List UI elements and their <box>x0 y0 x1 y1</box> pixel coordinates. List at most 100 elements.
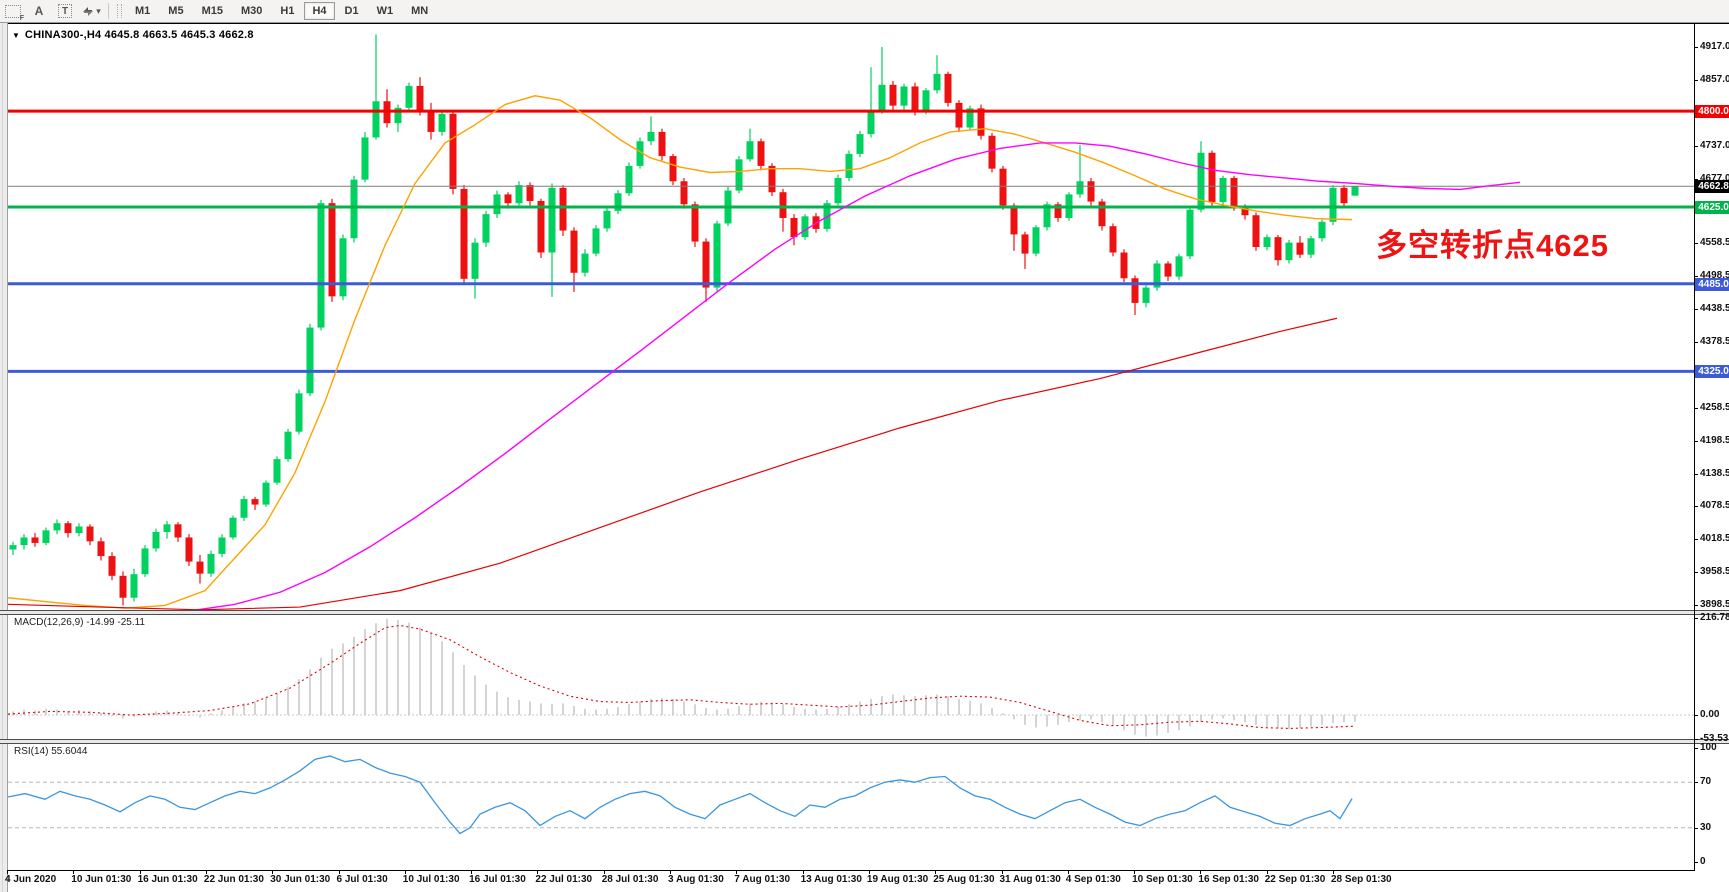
time-tick-label: 30 Jun 01:30 <box>270 874 331 885</box>
macd-tick <box>1694 738 1698 740</box>
chart-window-left-edge <box>0 23 8 892</box>
macd-tick-label: -53.53 <box>1700 732 1729 744</box>
ma-orange-line <box>8 95 1353 609</box>
price-tick-label: 4857.0 <box>1700 73 1729 85</box>
price-tick-label: 4198.5 <box>1700 434 1729 446</box>
candlestick-layer <box>9 34 1359 606</box>
annotation-text: 多空转折点4625 <box>1376 228 1609 263</box>
time-tick <box>404 870 406 874</box>
rsi-label: RSI(14) 55.6044 <box>14 746 88 757</box>
rsi-tick-label: 100 <box>1700 742 1717 753</box>
price-tick-label: 4138.5 <box>1700 467 1729 479</box>
macd-label: MACD(12,26,9) -14.99 -25.11 <box>14 617 145 628</box>
price-tick <box>1694 506 1698 508</box>
price-tick-label: 4018.5 <box>1700 533 1729 545</box>
ma-red-line <box>8 317 1338 610</box>
tf-button-M30[interactable]: M30 <box>240 5 263 17</box>
toolbar-grip[interactable] <box>117 4 122 18</box>
panel-splitter[interactable] <box>0 739 1729 744</box>
fibo-grid-icon[interactable] <box>3 2 24 22</box>
macd-histogram <box>12 618 1356 737</box>
tf-button-M1[interactable]: M1 <box>135 5 151 17</box>
time-tick <box>802 870 804 874</box>
arrows-icon[interactable]: ▾ <box>81 2 101 20</box>
price-tick <box>1694 79 1698 81</box>
panel-splitter[interactable] <box>0 610 1729 615</box>
time-tick-label: 13 Aug 01:30 <box>800 874 862 885</box>
time-tick-label: 16 Sep 01:30 <box>1198 874 1259 885</box>
time-tick <box>205 870 207 874</box>
time-tick <box>1266 870 1268 874</box>
text-label-icon[interactable]: A <box>34 4 44 18</box>
rsi-tick <box>1694 862 1698 863</box>
time-axis-line <box>8 870 1695 871</box>
time-tick <box>73 870 75 874</box>
time-tick <box>272 870 274 874</box>
ma-magenta-line <box>191 142 1521 610</box>
price-tick <box>1694 605 1698 607</box>
price-tick <box>1694 309 1698 311</box>
time-tick-label: 4 Jun 2020 <box>5 874 57 885</box>
time-tick <box>935 870 937 874</box>
time-tick <box>1200 870 1202 874</box>
time-tick-label: 22 Jul 01:30 <box>535 874 593 885</box>
time-tick-label: 10 Sep 01:30 <box>1132 874 1193 885</box>
tf-button-MN[interactable]: MN <box>411 5 429 17</box>
tf-button-H4[interactable]: H4 <box>304 2 335 20</box>
price-tick-label: 4258.5 <box>1700 401 1729 413</box>
text-box-icon[interactable]: T <box>55 2 75 20</box>
time-tick-label: 22 Sep 01:30 <box>1264 874 1326 885</box>
time-tick-label: 22 Jun 01:30 <box>203 874 264 885</box>
tf-button-M5[interactable]: M5 <box>168 5 184 17</box>
time-tick-label: 28 Jul 01:30 <box>601 874 659 885</box>
price-tick-label: 4737.0 <box>1700 139 1729 151</box>
rsi-tick-label: 0 <box>1700 856 1706 867</box>
price-tick <box>1694 178 1698 180</box>
macd-tick <box>1694 715 1698 716</box>
price-tick-label: 4438.5 <box>1700 303 1729 315</box>
time-tick <box>7 870 8 874</box>
price-tick <box>1694 440 1698 442</box>
macd-panel[interactable] <box>8 613 1694 739</box>
price-tick <box>1694 407 1698 409</box>
timeframe-buttons: M1 M5 M15 M30 H1 H4 D1 W1 MN <box>126 0 437 22</box>
time-tick-label: 25 Aug 01:30 <box>933 874 995 885</box>
time-tick <box>1067 870 1069 874</box>
time-tick <box>868 870 870 874</box>
time-tick-label: 16 Jul 01:30 <box>469 874 526 885</box>
rsi-tick-label: 30 <box>1700 821 1712 833</box>
time-tick <box>537 870 539 874</box>
chart-title: CHINA300-,H4 4645.8 4663.5 4645.3 4662.8 <box>24 29 254 41</box>
time-tick-label: 6 Jul 01:30 <box>336 874 388 885</box>
price-tick <box>1694 572 1698 574</box>
price-tick-label: 4558.5 <box>1700 237 1729 249</box>
time-tick-label: 16 Jun 01:30 <box>137 874 198 885</box>
time-tick <box>139 870 141 874</box>
price-tick <box>1694 47 1698 48</box>
price-label-4325.0: 4325.0 <box>1695 365 1729 379</box>
price-tick-label: 4677.0 <box>1700 172 1729 184</box>
toolbar: A T ▾ M1 M5 M15 M30 H1 H4 D1 W1 MN <box>0 0 1729 23</box>
price-axis-line <box>1694 24 1695 870</box>
tf-button-H1[interactable]: H1 <box>280 5 295 17</box>
rsi-tick <box>1694 782 1698 784</box>
time-tick-label: 10 Jun 01:30 <box>71 874 132 885</box>
time-tick-label: 31 Aug 01:30 <box>999 874 1061 885</box>
rsi-tick-label: 70 <box>1700 776 1712 788</box>
rsi-panel[interactable] <box>8 742 1694 870</box>
time-tick-label: 4 Sep 01:30 <box>1065 874 1121 885</box>
price-tick-label: 3898.5 <box>1700 599 1729 611</box>
macd-tick-label: 0.00 <box>1700 709 1720 720</box>
arrows-dropdown-caret-icon[interactable]: ▾ <box>96 5 101 16</box>
tf-button-M15[interactable]: M15 <box>201 5 223 17</box>
tf-button-D1[interactable]: D1 <box>344 5 359 17</box>
toolbar-separator <box>108 3 109 19</box>
price-tick <box>1694 342 1698 344</box>
tf-button-W1[interactable]: W1 <box>376 5 394 17</box>
price-tick-label: 4078.5 <box>1700 500 1729 512</box>
chart-dropdown-icon[interactable]: ▼ <box>12 30 20 40</box>
price-tick <box>1694 145 1698 147</box>
time-tick <box>1134 870 1136 874</box>
horizontal-lines-layer <box>8 109 1694 373</box>
main-price-chart[interactable] <box>8 24 1694 610</box>
